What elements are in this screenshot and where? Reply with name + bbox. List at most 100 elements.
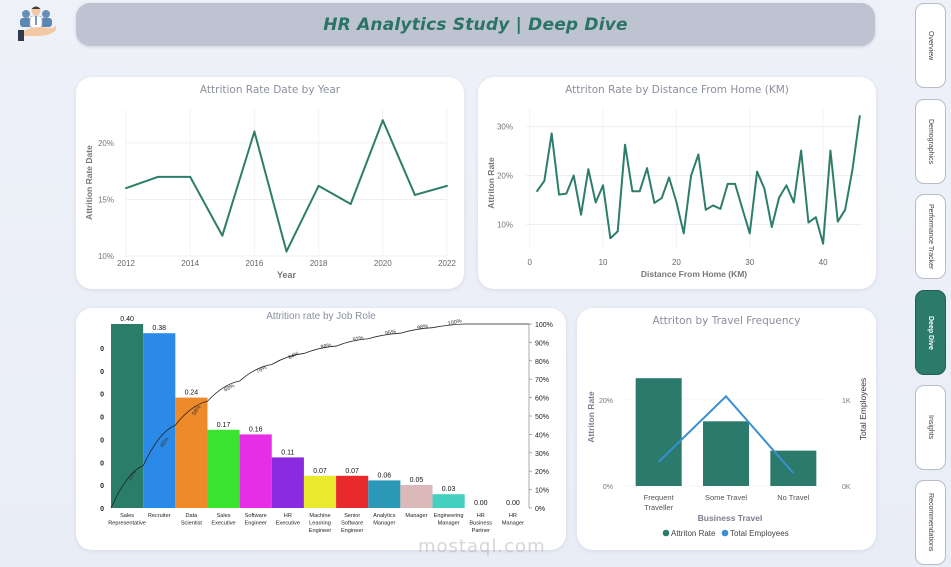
cumulative-label: 98% — [417, 323, 429, 331]
bar-some-travel — [703, 421, 749, 486]
data-point — [734, 183, 736, 185]
left-axis-tick: 0 — [100, 369, 104, 376]
right-axis-tick: 0% — [535, 506, 545, 513]
bar-machine-learning-engineer — [303, 475, 337, 508]
cumulative-label: 88% — [320, 343, 332, 351]
x-axis-title: Business Travel — [698, 513, 763, 523]
bar-value-label: 0.17 — [217, 422, 231, 429]
data-point — [719, 208, 722, 210]
right-axis-tick: 20% — [535, 469, 549, 476]
right-axis-tick: 50% — [535, 414, 549, 421]
chart-card-attrition-by-travel: Attriton by Travel Frequency 0% 20% 0K 1K At… — [577, 308, 876, 550]
category-label: Partner — [472, 528, 490, 534]
data-point — [536, 190, 538, 193]
nav-tab-deep-dive[interactable]: Deep Dive — [915, 290, 946, 375]
chart-card-attrition-by-year: Attrition Rate Date by Year 10% 15% 20% 201… — [76, 77, 464, 289]
x-tick-label: 20 — [672, 258, 681, 267]
data-point — [189, 175, 192, 178]
bar-manager — [400, 485, 433, 508]
y-tick-label: 10% — [98, 252, 114, 261]
bar-engineering-manager — [432, 494, 465, 508]
nav-tab-label: Insights — [927, 415, 934, 440]
y-tick-label: 20% — [497, 172, 513, 181]
right-axis-tick: 80% — [535, 359, 549, 366]
data-point — [631, 190, 634, 193]
right-axis-tick: 70% — [535, 377, 549, 384]
bar-frequent-traveller — [635, 378, 682, 486]
nav-tab-insights[interactable]: Insights — [915, 385, 946, 470]
category-label: HR — [284, 513, 292, 519]
hr-logo-icon — [14, 3, 58, 43]
cumulative-label: 84% — [288, 351, 301, 362]
data-point — [778, 196, 780, 199]
bar-value-label: 0.05 — [410, 477, 424, 484]
bar-value-label: 0.24 — [185, 390, 199, 397]
data-point — [682, 232, 685, 235]
data-point — [851, 168, 854, 171]
nav-tab-performance-tracker[interactable]: Performance Tracker — [915, 194, 946, 279]
data-point — [349, 202, 352, 205]
x-axis-title: Distance From Home (KM) — [641, 269, 747, 279]
x-tick-label: 2018 — [310, 259, 328, 268]
right-axis-tick: 40% — [535, 432, 549, 439]
data-point — [748, 232, 751, 235]
cumulative-label: 23% — [127, 469, 138, 482]
data-point — [763, 187, 766, 190]
category-label: Executive — [211, 521, 235, 527]
category-label: Data — [185, 513, 198, 519]
category-label: Senior — [344, 513, 360, 519]
data-point — [704, 209, 707, 211]
nav-tab-label: Overview — [927, 30, 934, 61]
data-point — [836, 220, 839, 223]
bar-value-label: 0.38 — [152, 325, 166, 332]
data-point — [253, 130, 256, 133]
bar-value-label: 0.06 — [377, 472, 391, 479]
y2-tick-label: 0K — [842, 484, 851, 491]
data-point — [785, 184, 788, 187]
nav-tab-overview[interactable]: Overview — [915, 3, 946, 88]
data-point — [381, 119, 384, 122]
category-label: Engineer — [244, 521, 267, 527]
data-point — [675, 201, 678, 203]
bar-value-label: 0.07 — [313, 468, 327, 475]
data-point — [741, 208, 744, 210]
y-tick-label: 15% — [98, 195, 114, 204]
watermark: mostaql.com — [418, 536, 546, 557]
bar-recruiter — [143, 333, 176, 508]
data-point — [587, 168, 590, 170]
left-axis-tick: 0 — [100, 415, 104, 422]
total-employees-line — [657, 394, 795, 474]
category-label: Sales — [120, 513, 134, 519]
category-label: Analytics — [373, 513, 396, 519]
category-label: Engineering — [434, 513, 464, 519]
y-axis-title: Attriton Rate — [586, 391, 596, 443]
y-tick-label: 10% — [497, 221, 513, 230]
data-point — [756, 170, 758, 173]
data-point — [807, 221, 810, 224]
bar-software-engineer — [239, 434, 272, 508]
bar-value-label: 0.07 — [345, 468, 359, 475]
data-point — [285, 250, 288, 253]
nav-tab-recommendations[interactable]: Recommendations — [915, 480, 946, 565]
y-tick-label: 20% — [98, 139, 114, 148]
y-tick-label: 0% — [603, 484, 613, 491]
year-attrition-line — [125, 119, 448, 253]
page-title: HR Analytics Study | Deep Dive — [323, 14, 628, 35]
data-point — [125, 187, 127, 190]
data-point — [616, 230, 619, 233]
data-point — [609, 237, 612, 240]
y2-tick-label: 1K — [842, 398, 851, 405]
data-point — [580, 213, 582, 216]
category-label: Learning — [309, 521, 331, 527]
nav-tab-demographics[interactable]: Demographics — [915, 99, 946, 184]
bar-sales-representative — [111, 324, 144, 508]
data-point — [446, 184, 448, 187]
data-point — [572, 174, 575, 177]
left-axis-tick: 0 — [100, 437, 104, 444]
x-tick-label: 10 — [599, 258, 608, 267]
category-label: Engineer — [341, 528, 364, 534]
y-tick-label: 20% — [599, 398, 613, 405]
data-point — [668, 176, 670, 179]
data-point — [543, 180, 546, 182]
category-label: Recruiter — [148, 513, 171, 519]
